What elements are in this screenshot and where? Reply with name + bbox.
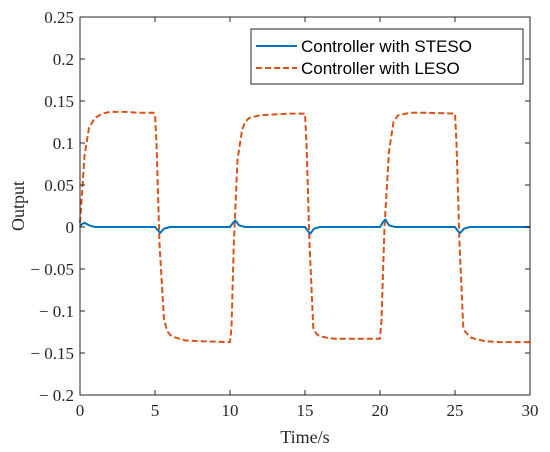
x-tick-label: 25 (447, 401, 464, 420)
series-layer (79, 110, 530, 344)
legend-label-leso: Controller with LESO (301, 59, 460, 78)
x-tick-label: 10 (222, 401, 239, 420)
x-axis-label: Time/s (280, 427, 329, 447)
y-tick-label: 0 (66, 218, 75, 237)
y-tick-label: 0.1 (53, 134, 74, 153)
series-line-leso (79, 110, 530, 344)
tick-layer: 0 5 10 15 20 25 30 − 0.2 − 0.15 − 0.1 − 0.05 0 0.05 0… (30, 8, 538, 420)
series-line-steso (79, 218, 530, 235)
x-tick-label: 0 (76, 401, 85, 420)
x-tick-label: 15 (297, 401, 314, 420)
y-axis-label: Output (8, 181, 28, 231)
x-tick-label: 30 (522, 401, 539, 420)
legend-box (250, 28, 524, 85)
y-tick-label: 0.2 (53, 50, 74, 69)
y-tick-label: − 0.05 (30, 260, 74, 279)
y-tick-label: 0.05 (44, 176, 74, 195)
x-tick-label: 5 (151, 401, 160, 420)
y-tick-label: 0.25 (44, 8, 74, 27)
x-tick-label: 20 (372, 401, 389, 420)
y-tick-label: − 0.1 (39, 302, 74, 321)
y-tick-label: − 0.15 (30, 344, 74, 363)
legend-label-steso: Controller with STESO (301, 37, 472, 56)
y-tick-label: − 0.2 (39, 386, 74, 405)
y-tick-label: 0.15 (44, 92, 74, 111)
legend: Controller with STESO Controller with LE… (250, 28, 524, 85)
